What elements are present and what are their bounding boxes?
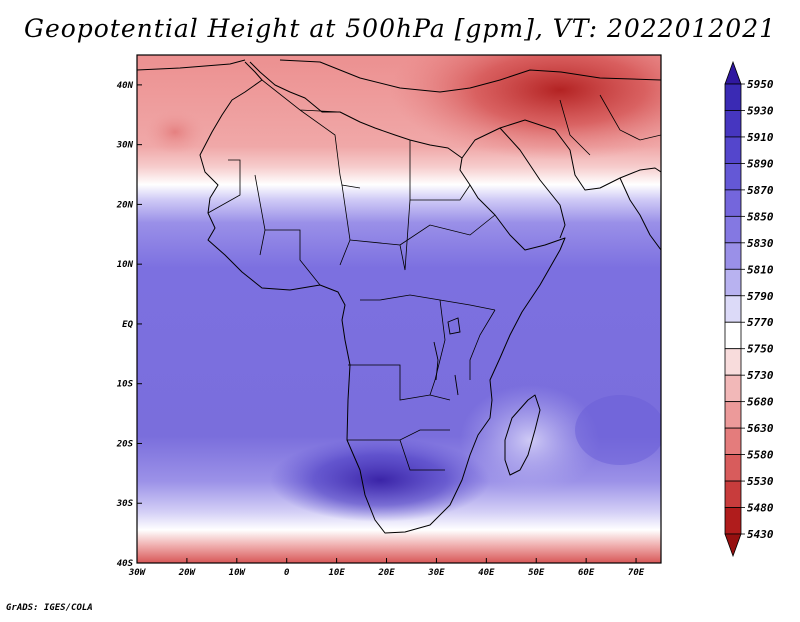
lon-tick-label: 70E [628,568,645,578]
colorbar-swatch [724,427,742,455]
lake-victoria [447,317,461,335]
colorbar-label: 5730 [747,369,774,382]
map-frame [136,54,662,564]
lon-tick-label: 50E [528,568,545,578]
lat-tick-label: 10S [117,380,134,390]
border-j [360,294,496,311]
colorbar-label: 5910 [747,131,774,144]
lakes [433,317,461,396]
field-indian-ocean [575,395,661,465]
europe-coast [137,59,661,93]
colorbar-swatch [724,507,742,535]
latitude-axis: 40N 30N 20N 10N EQ 10S 20S 30S 40S [116,81,142,569]
colorbar-label: 5830 [747,237,774,250]
colorbar-swatch [724,348,742,376]
coastlines [137,59,661,534]
lon-tick-label: 10W [229,568,247,578]
madagascar-coastline [504,394,541,476]
colorbar-label: 5870 [747,184,774,197]
colorbar-label: 5530 [747,475,774,488]
colorbar-swatch [724,374,742,403]
lat-tick-label: 20N [116,200,134,210]
field-high-south-africa [270,438,490,522]
colorbar-swatch [724,189,742,217]
colorbar-swatch [724,163,742,191]
colorbar-swatch [724,401,742,429]
colorbar-swatch [724,480,742,508]
lon-tick-label: 60E [578,568,595,578]
colorbar-swatch [724,321,742,350]
colorbar-label: 5480 [747,502,774,515]
colorbar-label: 5850 [747,210,774,223]
colorbar-label: 5890 [747,157,774,170]
colorbar-swatch [724,268,742,297]
lon-tick-label: 0 [284,568,290,578]
border-o [469,309,496,380]
lat-tick-label: 30N [116,141,134,151]
field-light-madagascar [460,385,600,495]
red-sea-coast [499,127,566,239]
colorbar-label: 5580 [747,449,774,462]
border-b [299,109,361,189]
map-title: Geopotential Height at 500hPa [gpm], VT:… [23,14,777,43]
shaded-field [137,55,661,563]
colorbar-label: 5930 [747,104,774,117]
colorbar-swatch [724,215,742,244]
border-h [349,199,411,271]
lon-tick-label: 20E [377,568,395,578]
colorbar-label: 5950 [747,78,774,91]
grads-credit: GrADS: IGES/COLA [6,603,93,613]
border-f [265,229,321,286]
country-borders [207,79,661,471]
lat-tick-label: 20S [116,439,134,449]
colorbar-swatch [724,242,742,270]
field-low-middle-east [390,55,661,160]
colorbar-label: 5750 [747,343,774,356]
lon-tick-label: 40E [478,568,495,578]
colorbar-label: 5630 [747,422,774,435]
lat-tick-label: EQ [122,320,133,330]
colorbar-label: 5680 [747,396,774,409]
border-l [348,364,451,401]
lat-tick-label: 40S [117,559,134,569]
colorbar-swatch [724,136,742,164]
border-e [207,159,241,214]
longitude-axis: 30W 20W 10W 0 10E 20E 30E 40E 50E 60E 70E [128,558,645,578]
border-m [347,429,450,441]
border-i [399,214,496,246]
colorbar-swatch [724,295,742,323]
lon-tick-label: 30W [128,568,147,578]
lake-tanganyika [433,341,439,381]
lat-tick-label: 30S [116,499,134,509]
colorbar-top-arrow [724,60,742,85]
colorbar-label: 5770 [747,316,774,329]
colorbar-swatch [724,110,742,138]
border-k [429,299,446,396]
colorbar: 5950 5930 5910 5890 5870 5850 5830 5810 5790 5770… [724,60,774,558]
colorbar-swatch [724,83,742,111]
border-q [559,99,591,156]
lake-malawi [454,374,459,396]
colorbar-label: 5430 [747,528,774,541]
border-p [599,94,661,141]
lat-tick-label: 40N [117,81,134,91]
lon-tick-label: 10E [328,568,345,578]
colorbar-label: 5790 [747,290,774,303]
colorbar-swatch [724,454,742,482]
africa-coastline [199,61,566,534]
lon-tick-label: 30E [427,568,445,578]
colorbar-bottom-arrow [724,533,742,558]
border-n [399,439,445,471]
border-c [409,140,471,201]
lat-tick-label: 10N [117,260,134,270]
colorbar-label: 5810 [747,263,774,276]
india-coast [619,177,661,251]
field-low-atlantic [145,110,205,154]
lon-tick-label: 20W [178,568,197,578]
